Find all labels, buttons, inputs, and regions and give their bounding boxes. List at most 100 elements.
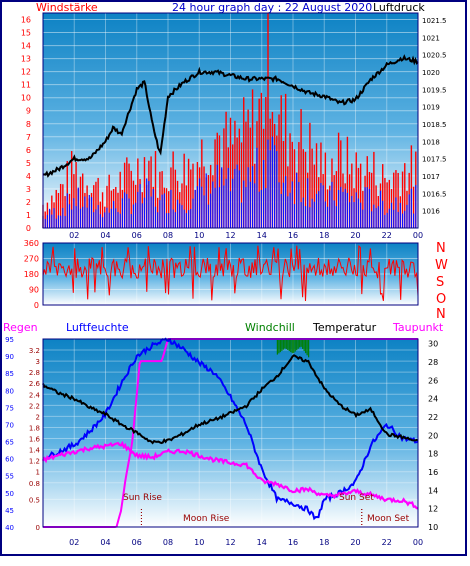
moon-rise-label: Moon Rise [183, 514, 230, 524]
pressure-tick-label: 1021 [422, 34, 440, 42]
temperature-tick-label: 18 [428, 450, 438, 459]
wind-x-tick-label: 16 [288, 231, 298, 240]
pressure-tick-label: 1019.5 [422, 86, 447, 94]
wind-tick-label: 6 [26, 146, 31, 155]
luftfeuchte-label: Luftfeuchte [66, 321, 129, 334]
regen-tick-label: 2.6 [29, 380, 41, 388]
regen-tick-label: 3.2 [29, 347, 40, 355]
wind-tick-label: 7 [26, 133, 31, 142]
wind-tick-label: 16 [21, 16, 31, 25]
regen-tick-label: 0.8 [29, 480, 40, 488]
wind-tick-label: 3 [26, 185, 31, 194]
regen-tick-label: 1.2 [29, 458, 40, 466]
wind-x-tick-label: 04 [100, 231, 110, 240]
wind-tick-label: 8 [26, 120, 31, 129]
moon-set-label: Moon Set [367, 514, 410, 524]
regen-tick-label: 2.4 [29, 391, 41, 399]
sun-set-label: Sun Set [339, 493, 374, 503]
wind-x-tick-label: 00 [413, 231, 423, 240]
humidity-tick-label: 55 [5, 473, 14, 481]
direction-compass-labels: N W S O N [435, 241, 448, 322]
humidity-tick-label: 75 [5, 404, 14, 412]
wind-x-tick-label: 14 [257, 231, 267, 240]
pressure-tick-label: 1021.5 [422, 17, 447, 25]
windchill-label: Windchill [245, 321, 295, 334]
humidity-tick-label: 80 [5, 387, 14, 395]
direction-plot-border [42, 242, 419, 306]
wind-tick-label: 11 [21, 81, 31, 90]
direction-tick-label: 0 [34, 301, 39, 310]
humidity-tick-label: 70 [5, 421, 14, 429]
pressure-tick-label: 1020 [422, 69, 440, 77]
climate-x-tick-label: 00 [413, 538, 423, 547]
luftdruck-line [42, 54, 419, 178]
wind-x-tick-label: 22 [382, 231, 392, 240]
wind-tick-label: 13 [21, 55, 31, 64]
temperature-tick-label: 14 [428, 486, 438, 495]
direction-tick-label: 90 [29, 286, 39, 295]
temperature-tick-label: 24 [428, 395, 438, 404]
regen-tick-label: 1 [36, 469, 40, 477]
climate-x-tick-label: 20 [350, 538, 360, 547]
regen-tick-label: 0 [36, 524, 40, 532]
temperature-tick-label: 22 [428, 413, 438, 422]
compass-o: O [436, 292, 446, 307]
climate-plot-area [43, 339, 418, 527]
pressure-tick-label: 1018.5 [422, 121, 447, 129]
temperature-tick-label: 12 [428, 505, 438, 514]
climate-plot-border [42, 338, 419, 528]
wind-x-tick-label: 08 [163, 231, 173, 240]
humidity-tick-label: 95 [5, 336, 14, 344]
climate-x-tick-label: 22 [382, 538, 392, 547]
regen-tick-label: 1.4 [29, 447, 41, 455]
temperature-tick-label: 10 [428, 523, 438, 532]
regen-tick-label: 2.8 [29, 369, 40, 377]
regen-tick-label: 0.5 [29, 496, 40, 504]
wind-tick-label: 12 [21, 68, 31, 77]
regen-tick-label: 2.2 [29, 402, 40, 410]
pressure-tick-label: 1017.5 [422, 156, 447, 164]
wind-tick-label: 2 [26, 198, 31, 207]
temperature-tick-label: 28 [428, 358, 438, 367]
regen-tick-label: 1.6 [29, 436, 41, 444]
wind-plot-border [42, 12, 419, 229]
windstarke-label: Windstärke [36, 1, 98, 14]
humidity-tick-label: 65 [5, 439, 14, 447]
pressure-tick-label: 1017 [422, 173, 440, 181]
direction-tick-label: 270 [24, 255, 39, 264]
axis-layer: 01234567891011121314151610161016.5101710… [5, 12, 447, 547]
wind-x-tick-label: 06 [132, 231, 142, 240]
climate-x-tick-label: 14 [257, 538, 267, 547]
chart-title: 24 hour graph day : 22 August 2020 [172, 1, 372, 14]
compass-n-bottom: N [436, 307, 446, 322]
wind-tick-label: 5 [26, 159, 31, 168]
regen-tick-label: 2 [36, 413, 40, 421]
taupunkt-label: Taupunkt [392, 321, 444, 334]
pressure-tick-label: 1020.5 [422, 52, 447, 60]
humidity-tick-label: 50 [5, 490, 14, 498]
pressure-tick-label: 1019 [422, 104, 440, 112]
humidity-tick-label: 40 [5, 524, 14, 532]
temperatur-label: Temperatur [312, 321, 377, 334]
wind-tick-label: 9 [26, 107, 31, 116]
climate-x-tick-label: 10 [194, 538, 204, 547]
wind-x-tick-label: 02 [69, 231, 79, 240]
wind-x-tick-label: 10 [194, 231, 204, 240]
humidity-tick-label: 60 [5, 456, 14, 464]
climate-x-tick-label: 16 [288, 538, 298, 547]
climate-x-tick-label: 06 [132, 538, 142, 547]
wind-x-tick-label: 12 [225, 231, 235, 240]
wind-tick-label: 10 [21, 94, 31, 103]
direction-tick-label: 180 [24, 270, 39, 279]
direction-tick-label: 360 [24, 239, 39, 248]
regen-label: Regen [3, 321, 38, 334]
humidity-tick-label: 85 [5, 370, 14, 378]
temperatur-line [42, 354, 419, 445]
wind-tick-label: 1 [26, 211, 31, 220]
climate-x-tick-label: 02 [69, 538, 79, 547]
pressure-tick-label: 1018 [422, 138, 440, 146]
compass-n-top: N [436, 241, 446, 256]
climate-x-tick-label: 12 [225, 538, 235, 547]
sun-rise-label: Sun Rise [123, 493, 162, 503]
